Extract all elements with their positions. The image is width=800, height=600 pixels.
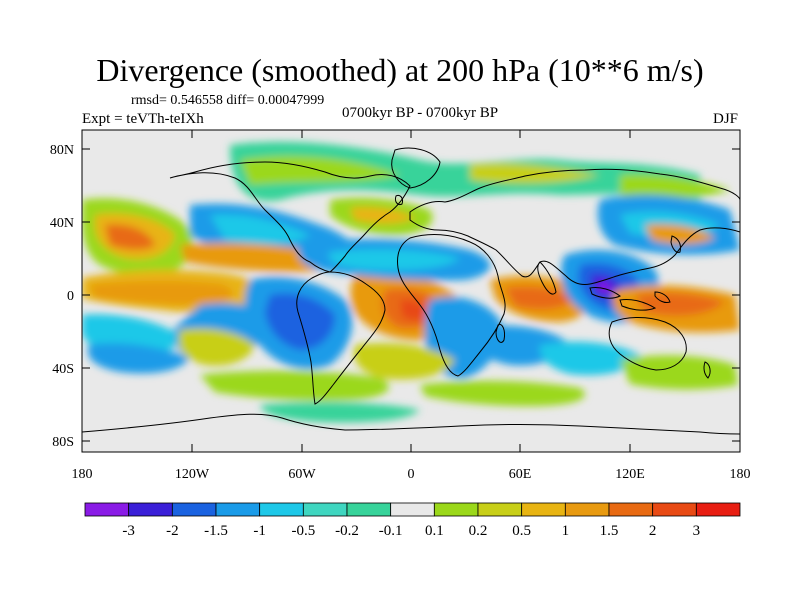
colorbar-swatch [259, 502, 304, 517]
colorbar-label: 2 [649, 523, 657, 539]
colorbar-swatch [346, 502, 392, 517]
colorbar-label: 0.5 [512, 523, 531, 539]
colorbar-swatch [564, 502, 610, 517]
colorbar-label: -1.5 [204, 523, 228, 539]
lat-label-0: 0 [67, 289, 74, 304]
colorbar-label: 0.2 [469, 523, 488, 539]
colorbar: -3 -2 -1.5 -1 -0.5 -0.2 -0.1 0.1 0.2 0.5 1 1.5 2 3 [84, 502, 741, 539]
colorbar-label: 1.5 [600, 523, 619, 539]
colorbar-label: 1 [562, 523, 570, 539]
colorbar-swatch [521, 502, 566, 517]
divergence-field [82, 130, 740, 452]
period-label: 0700kyr BP - 0700kyr BP [341, 105, 499, 121]
colorbar-label: -2 [166, 523, 179, 539]
colorbar-label: -0.2 [335, 523, 359, 539]
colorbar-swatch [695, 502, 741, 517]
lat-label-40s: 40S [52, 362, 74, 377]
lon-label-0: 0 [408, 467, 415, 482]
colorbar-swatch [128, 502, 173, 517]
plot-title: Divergence (smoothed) at 200 hPa (10**6 … [96, 52, 704, 88]
colorbar-swatch [302, 502, 348, 517]
colorbar-swatch [652, 502, 697, 517]
colorbar-label: -3 [122, 523, 135, 539]
experiment-label: Expt = teVTh-teIXh [82, 111, 204, 127]
colorbar-label: 3 [693, 523, 701, 539]
colorbar-swatch [477, 502, 523, 517]
lat-label-40n: 40N [50, 216, 74, 231]
colorbar-label: -0.5 [291, 523, 315, 539]
lon-label-120w: 120W [175, 467, 210, 482]
colorbar-label: -1 [253, 523, 266, 539]
stats-line: rmsd= 0.546558 diff= 0.00047999 [131, 93, 325, 108]
coastlines [82, 147, 740, 435]
lon-tick-marks [81, 130, 741, 452]
lat-tick-marks [82, 148, 740, 442]
lon-label-120e: 120E [615, 467, 645, 482]
season-label: DJF [712, 111, 738, 127]
lon-label-180e: 180 [730, 467, 751, 482]
colorbar-swatch [84, 502, 130, 517]
lon-label-60e: 60E [509, 467, 532, 482]
lat-label-80n: 80N [50, 143, 74, 158]
lon-label-180w: 180 [72, 467, 93, 482]
colorbar-swatch [608, 502, 654, 517]
lat-label-80s: 80S [52, 435, 74, 450]
colorbar-label: -0.1 [379, 523, 403, 539]
lon-label-60w: 60W [288, 467, 316, 482]
colorbar-label: 0.1 [425, 523, 444, 539]
colorbar-swatch [390, 502, 435, 517]
colorbar-swatch [433, 502, 479, 517]
colorbar-swatch [171, 502, 217, 517]
colorbar-swatch [215, 502, 261, 517]
